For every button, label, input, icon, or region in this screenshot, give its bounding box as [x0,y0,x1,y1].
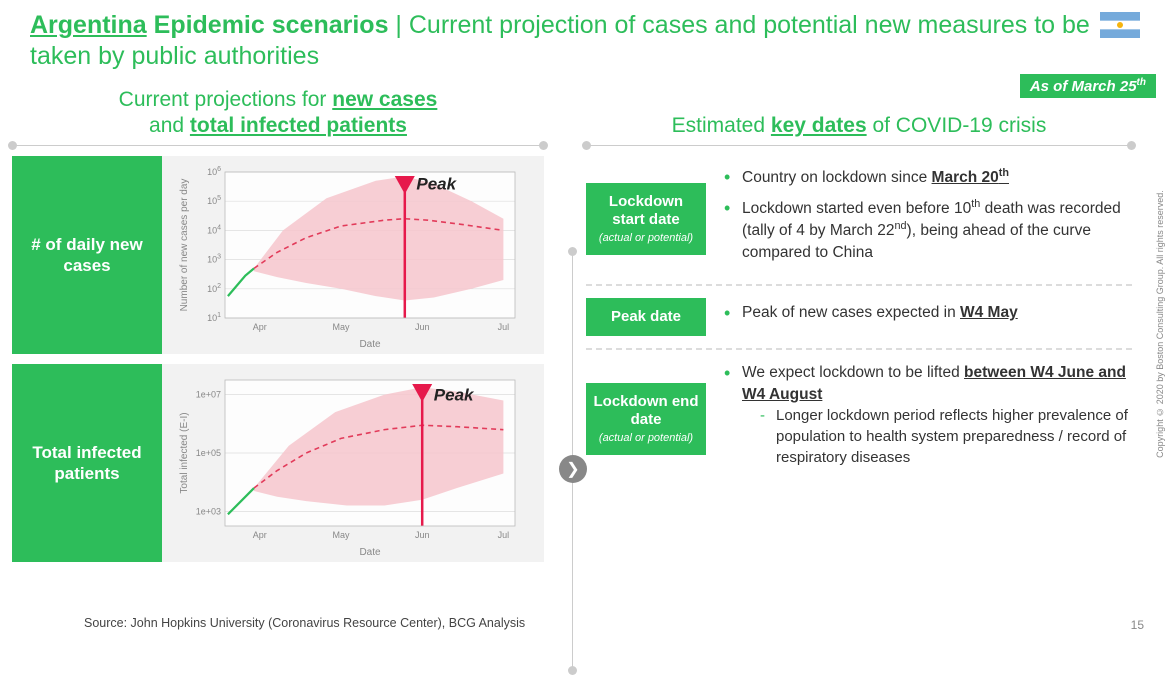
right-section-title: Estimated key dates of COVID-19 crisis [586,113,1132,139]
bullet: We expect lockdown to be lifted between … [724,362,1132,468]
key-date-content: Country on lockdown since March 20th Lock… [724,166,1132,272]
key-date-content: Peak of new cases expected in W4 May [724,302,1132,332]
svg-text:Apr: Apr [253,322,267,332]
chart-row-label: # of daily new cases [12,156,162,354]
page-title: Argentina Epidemic scenarios | Current p… [30,10,1140,73]
svg-text:106: 106 [207,166,221,177]
key-date-row: Lockdown end date(actual or potential) W… [586,352,1132,486]
left-section-title: Current projections for new cases and to… [12,87,544,140]
svg-text:Date: Date [359,547,381,558]
svg-text:May: May [332,322,350,332]
source-text: Source: John Hopkins University (Coronav… [84,616,525,630]
svg-text:Jul: Jul [498,530,510,540]
title-bold: Epidemic scenarios [154,11,389,39]
svg-text:1e+05: 1e+05 [196,448,221,458]
bullet: Lockdown started even before 10th death … [724,197,1132,264]
dashed-separator [586,284,1132,286]
key-date-label: Lockdown start date(actual or potential) [586,183,706,255]
svg-text:May: May [332,530,350,540]
key-date-row: Peak date Peak of new cases expected in … [586,288,1132,346]
key-date-content: We expect lockdown to be lifted between … [724,362,1132,476]
svg-text:Total infected (E-I): Total infected (E-I) [179,412,190,493]
chart-row-label: Total infected patients [12,364,162,562]
svg-text:101: 101 [207,312,221,323]
bullet: Country on lockdown since March 20th [724,166,1132,189]
svg-text:102: 102 [207,283,221,294]
svg-text:Number of new cases per day: Number of new cases per day [179,179,190,312]
dashed-separator [586,348,1132,350]
chart-row: # of daily new cases Peak Apr May Jun Jul Dat… [12,156,544,354]
page-number: 15 [1131,618,1144,632]
divider [586,145,1132,146]
svg-text:105: 105 [207,195,221,206]
svg-text:Apr: Apr [253,530,267,540]
country-name: Argentina [30,11,147,39]
divider [12,145,544,146]
bullet: Peak of new cases expected in W4 May [724,302,1132,324]
arrow-right-icon: ❯ [559,455,587,483]
argentina-flag-icon [1100,12,1140,38]
key-date-row: Lockdown start date(actual or potential)… [586,156,1132,282]
svg-text:Jun: Jun [415,530,430,540]
chart: Peak Apr May Jun Jul Date 1e+03 1e+05 1e+07 Total… [162,364,544,562]
svg-text:Peak: Peak [434,385,475,404]
chart-row: Total infected patients Peak Apr May Jun Jul… [12,364,544,562]
svg-text:104: 104 [207,224,221,235]
svg-text:Jun: Jun [415,322,430,332]
svg-text:103: 103 [207,254,221,265]
svg-text:1e+03: 1e+03 [196,506,221,516]
copyright-text: Copyright © 2020 by Boston Consulting Gr… [1155,190,1165,458]
svg-text:1e+07: 1e+07 [196,390,221,400]
svg-text:Jul: Jul [498,322,510,332]
key-date-label: Peak date [586,298,706,336]
right-column: Estimated key dates of COVID-19 crisis L… [552,87,1132,573]
left-column: Current projections for new cases and to… [12,87,552,573]
chart: Peak Apr May Jun Jul Date 101 102 103 104 105 106 Nu… [162,156,544,354]
svg-text:Peak: Peak [416,175,457,194]
key-date-label: Lockdown end date(actual or potential) [586,383,706,455]
svg-text:Date: Date [359,339,381,350]
